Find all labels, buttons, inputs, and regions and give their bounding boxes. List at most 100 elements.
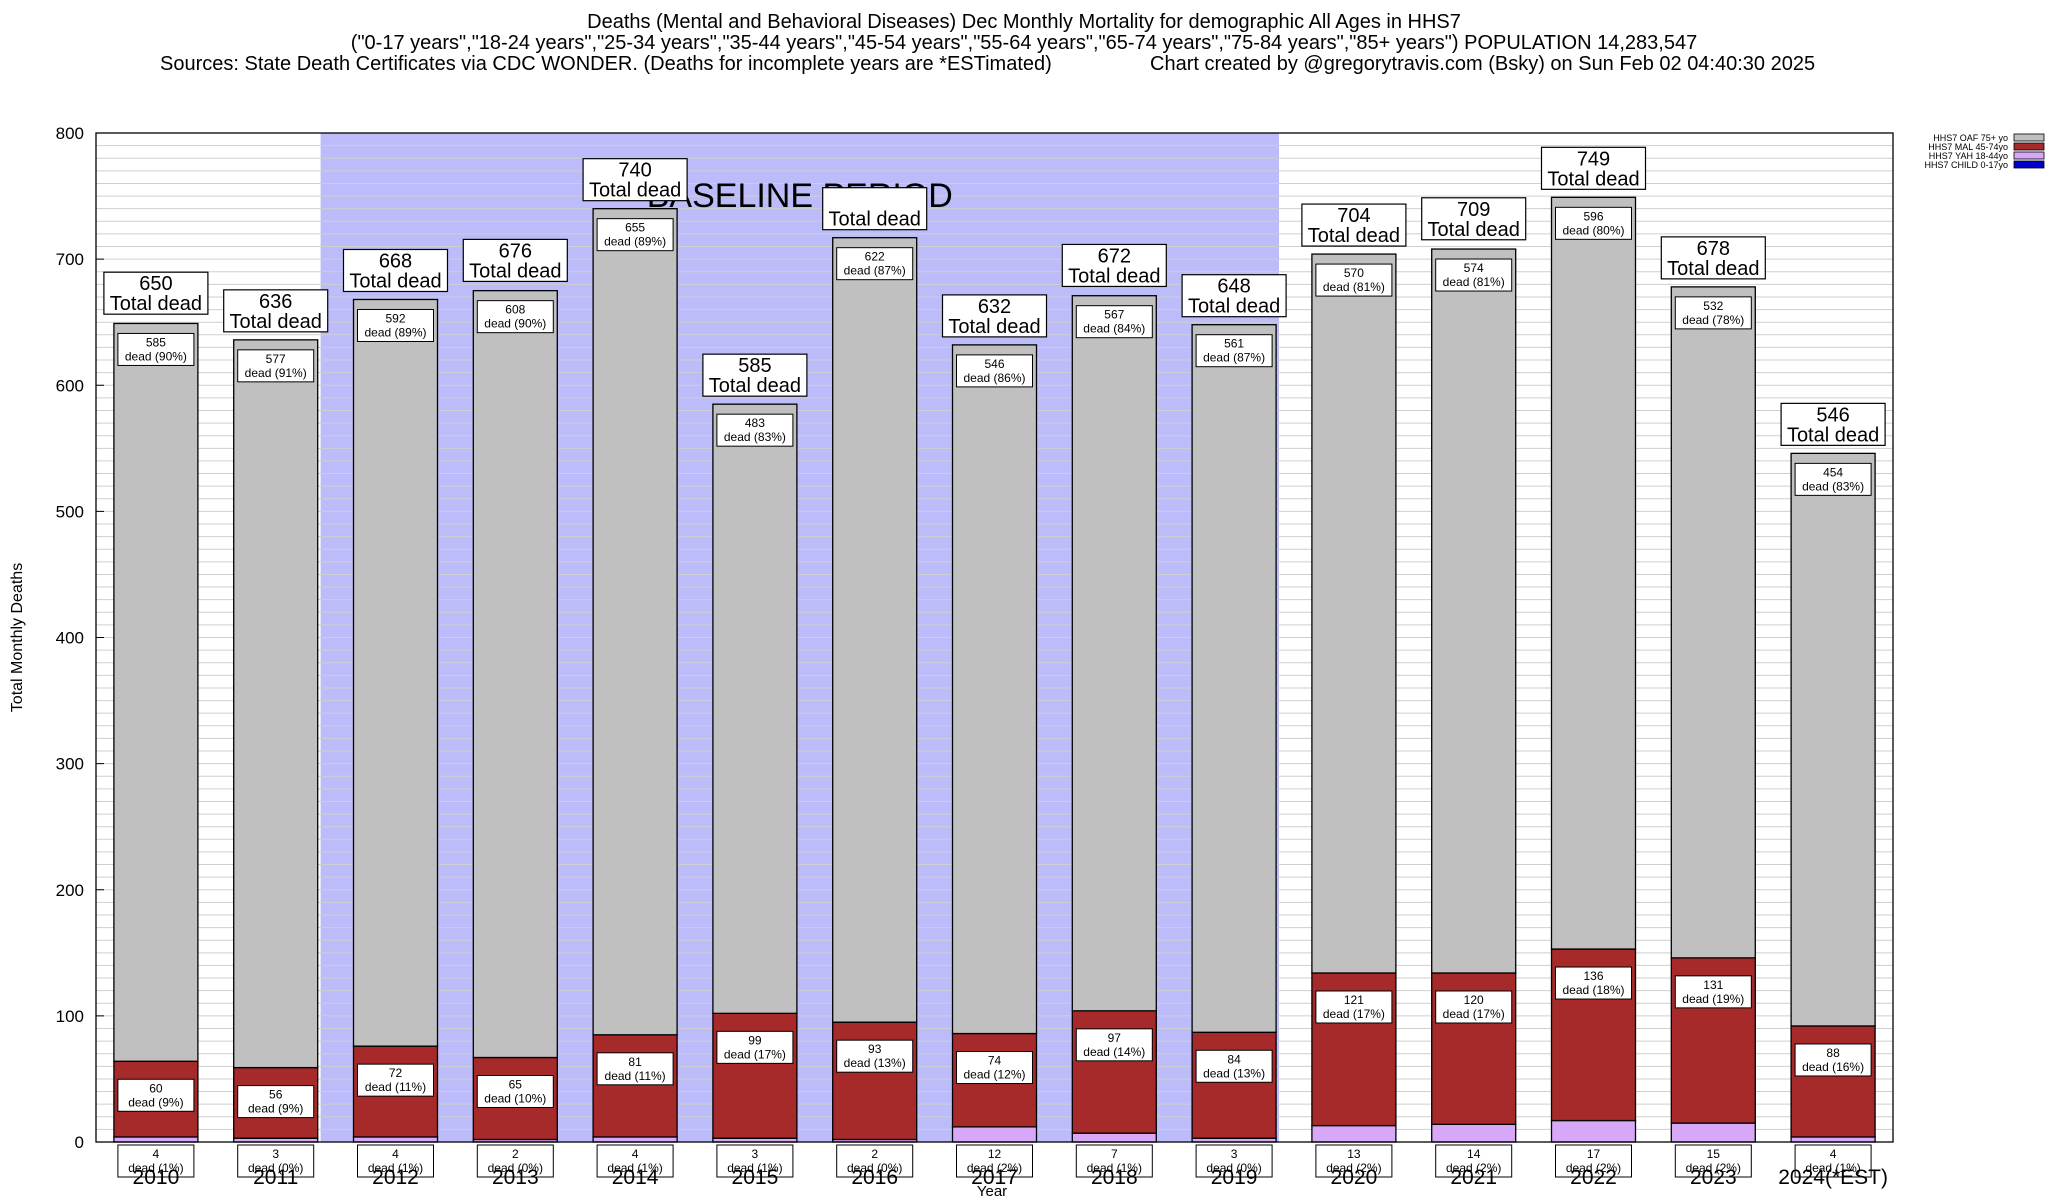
total-value: 676 bbox=[499, 240, 532, 262]
mal-label-text: dead (13%) bbox=[1203, 1066, 1265, 1080]
bar-segment bbox=[712, 403, 798, 1015]
mal-label-value: 72 bbox=[389, 1066, 403, 1080]
bar-segment bbox=[1550, 196, 1637, 950]
oaf-label-value: 532 bbox=[1703, 299, 1723, 313]
oaf-label-value: 585 bbox=[146, 335, 166, 349]
mal-label-box bbox=[1794, 1043, 1872, 1077]
oaf-label-text: dead (83%) bbox=[724, 430, 786, 444]
total-box bbox=[822, 187, 928, 231]
total-box bbox=[342, 248, 449, 293]
total-box bbox=[702, 353, 808, 397]
total-text: Total dead bbox=[110, 293, 202, 315]
yah-label-text: dead (0%) bbox=[488, 1161, 543, 1175]
oaf-label-box bbox=[1435, 258, 1513, 292]
x-tick-label: 2011 bbox=[253, 1166, 298, 1189]
bar-segment bbox=[1790, 1025, 1876, 1138]
bar-segment bbox=[1431, 1123, 1517, 1143]
x-tick-label: 2013 bbox=[492, 1166, 539, 1189]
legend-label: HHS7 MAL 45-74yo bbox=[1928, 142, 2008, 152]
chart-subtitle: ("0-17 years","18-24 years","25-34 years… bbox=[350, 32, 1698, 54]
yah-label-text: dead (2%) bbox=[967, 1161, 1022, 1175]
bar-segment bbox=[113, 1136, 199, 1143]
oaf-label-text: dead (78%) bbox=[1682, 313, 1744, 327]
bar-segment bbox=[592, 208, 678, 1036]
y-tick-label: 0 bbox=[75, 1133, 84, 1152]
mal-label-value: 131 bbox=[1703, 978, 1723, 992]
total-text: Total dead bbox=[1068, 265, 1160, 287]
mal-label-text: dead (9%) bbox=[248, 1102, 303, 1116]
total-value: 672 bbox=[1098, 245, 1131, 267]
y-tick-label: 300 bbox=[56, 755, 84, 774]
mal-label-value: 120 bbox=[1464, 993, 1484, 1007]
mal-label-value: 65 bbox=[509, 1077, 523, 1091]
bar-segment bbox=[1670, 286, 1756, 959]
mal-label-text: dead (17%) bbox=[724, 1047, 786, 1061]
oaf-label-text: dead (86%) bbox=[963, 371, 1025, 385]
total-box bbox=[1301, 203, 1407, 247]
total-text: Total dead bbox=[349, 270, 441, 292]
bar-segment bbox=[1071, 1132, 1157, 1143]
bar-segment bbox=[592, 1034, 678, 1138]
total-box bbox=[223, 289, 329, 333]
oaf-label-text: dead (80%) bbox=[1562, 223, 1624, 237]
x-axis-title: Year bbox=[977, 1183, 1007, 1200]
mal-label-text: dead (13%) bbox=[844, 1056, 906, 1070]
yah-label-box bbox=[117, 1144, 195, 1178]
total-value: 650 bbox=[139, 273, 172, 295]
bar-segment bbox=[352, 298, 439, 1047]
mal-label-box bbox=[596, 1052, 674, 1086]
oaf-label-value: 608 bbox=[505, 303, 525, 317]
oaf-label-box bbox=[1315, 263, 1393, 297]
mal-label-box bbox=[1315, 990, 1393, 1024]
yah-label-value: 14 bbox=[1467, 1147, 1481, 1161]
total-text: Total dead bbox=[829, 209, 921, 231]
oaf-label-box bbox=[836, 247, 914, 281]
oaf-label-box bbox=[596, 218, 674, 252]
total-box bbox=[103, 271, 209, 315]
oaf-label-box bbox=[357, 308, 434, 342]
yah-label-box bbox=[357, 1144, 434, 1178]
oaf-label-text: dead (89%) bbox=[364, 325, 426, 339]
total-value: 668 bbox=[379, 250, 412, 272]
total-box bbox=[582, 158, 688, 202]
sources-note: Sources: State Death Certificates via CD… bbox=[160, 53, 1052, 75]
oaf-label-box bbox=[1555, 206, 1632, 240]
total-value: 740 bbox=[618, 160, 651, 182]
y-tick-label: 100 bbox=[56, 1007, 84, 1026]
mal-label-text: dead (17%) bbox=[1323, 1007, 1385, 1021]
total-value: 546 bbox=[1816, 404, 1849, 426]
yah-label-value: 3 bbox=[1231, 1147, 1238, 1161]
mal-label-text: dead (12%) bbox=[963, 1068, 1025, 1082]
total-text: Total dead bbox=[1428, 219, 1520, 241]
yah-label-box bbox=[716, 1144, 794, 1178]
mal-label-value: 74 bbox=[988, 1054, 1002, 1068]
oaf-label-box bbox=[716, 413, 794, 447]
yah-label-box bbox=[836, 1144, 914, 1178]
bar-segment bbox=[1191, 1031, 1277, 1139]
legend-label: HHS7 OAF 75+ yo bbox=[1933, 133, 2008, 143]
oaf-label-text: dead (90%) bbox=[125, 349, 187, 363]
oaf-label-box bbox=[1195, 334, 1273, 368]
total-box bbox=[1540, 146, 1647, 190]
mal-label-text: dead (14%) bbox=[1083, 1045, 1145, 1059]
yah-label-text: dead (1%) bbox=[1805, 1161, 1860, 1175]
bar-segment bbox=[472, 290, 558, 1059]
bar-segment bbox=[1550, 1119, 1637, 1143]
total-text: Total dead bbox=[1308, 225, 1400, 247]
yah-label-value: 12 bbox=[988, 1147, 1002, 1161]
yah-label-value: 4 bbox=[1830, 1147, 1837, 1161]
yah-label-text: dead (2%) bbox=[1326, 1161, 1381, 1175]
yah-label-value: 4 bbox=[153, 1147, 160, 1161]
yah-label-text: dead (0%) bbox=[1206, 1161, 1261, 1175]
legend-label: HHS7 CHILD 0-17yo bbox=[1924, 160, 2008, 170]
mal-label-text: dead (17%) bbox=[1443, 1007, 1505, 1021]
bar-segment bbox=[1790, 452, 1876, 1027]
oaf-label-box bbox=[1674, 296, 1752, 330]
yah-label-value: 17 bbox=[1587, 1147, 1601, 1161]
mal-label-value: 84 bbox=[1227, 1052, 1241, 1066]
total-value: 648 bbox=[1217, 276, 1250, 298]
plot-frame bbox=[95, 132, 1894, 1143]
bar-segment bbox=[951, 344, 1038, 1035]
total-value: 632 bbox=[978, 296, 1011, 318]
total-text: Total dead bbox=[709, 375, 801, 397]
